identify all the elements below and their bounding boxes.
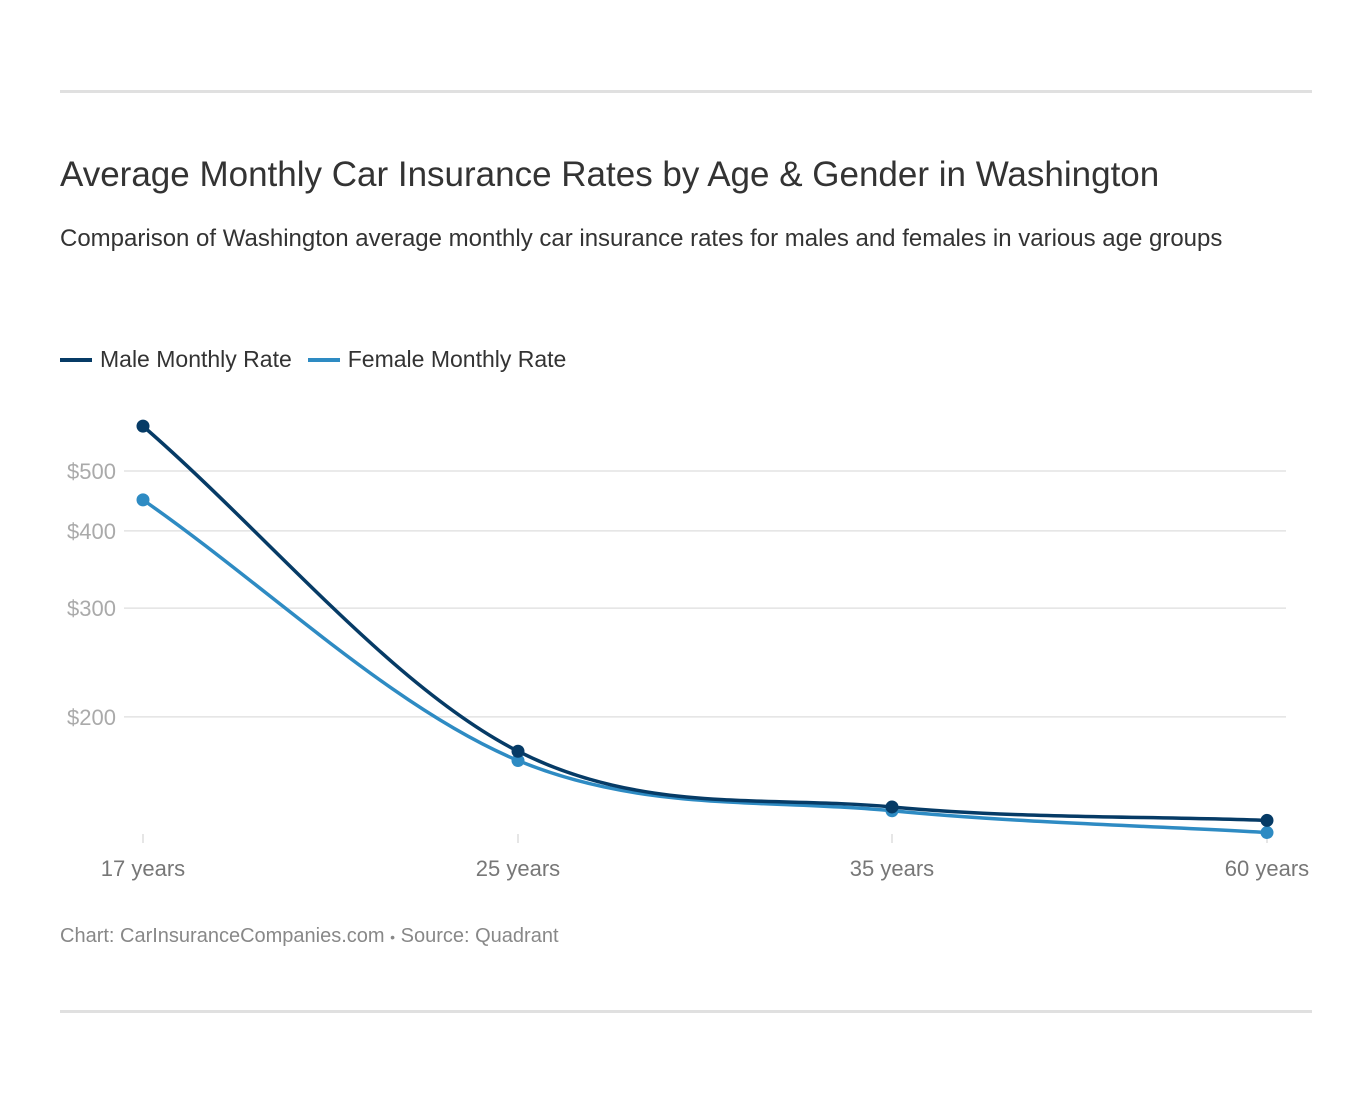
- x-tick-label: 25 years: [476, 856, 560, 881]
- legend-item-female: Female Monthly Rate: [307, 346, 567, 373]
- top-divider: [60, 90, 1312, 93]
- data-point: [885, 800, 899, 814]
- data-point: [136, 493, 150, 507]
- chart-title: Average Monthly Car Insurance Rates by A…: [60, 155, 1160, 194]
- y-tick-label: $200: [67, 705, 116, 730]
- series-line-female: [142, 498, 1268, 835]
- chart-footer: Chart: CarInsuranceCompanies.com • Sourc…: [60, 925, 559, 948]
- legend-swatch-female: [307, 357, 340, 362]
- x-tick-label: 17 years: [101, 856, 185, 881]
- legend-label-male: Male Monthly Rate: [100, 346, 292, 372]
- legend-swatch-male: [60, 357, 92, 362]
- y-tick-label: $400: [67, 519, 116, 544]
- chart-credit: Chart: CarInsuranceCompanies.com: [60, 925, 385, 947]
- bottom-divider: [60, 1010, 1312, 1013]
- footer-separator: •: [390, 929, 396, 945]
- data-point: [1260, 813, 1274, 827]
- data-point: [136, 419, 150, 433]
- legend: Male Monthly Rate Female Monthly Rate: [60, 346, 566, 373]
- data-point: [511, 744, 525, 758]
- y-tick-label: $500: [67, 459, 116, 484]
- data-point: [511, 754, 525, 768]
- chart-source: Source: Quadrant: [400, 925, 559, 947]
- x-tick-label: 35 years: [850, 856, 934, 881]
- series-line-male: [141, 424, 1268, 823]
- chart-subtitle: Comparison of Washington average monthly…: [60, 225, 1223, 252]
- data-point: [1260, 826, 1274, 840]
- legend-label-female: Female Monthly Rate: [347, 346, 567, 372]
- y-tick-label: $300: [67, 596, 116, 621]
- legend-item-male: Male Monthly Rate: [60, 346, 292, 373]
- x-tick-label: 60 years: [1225, 856, 1309, 881]
